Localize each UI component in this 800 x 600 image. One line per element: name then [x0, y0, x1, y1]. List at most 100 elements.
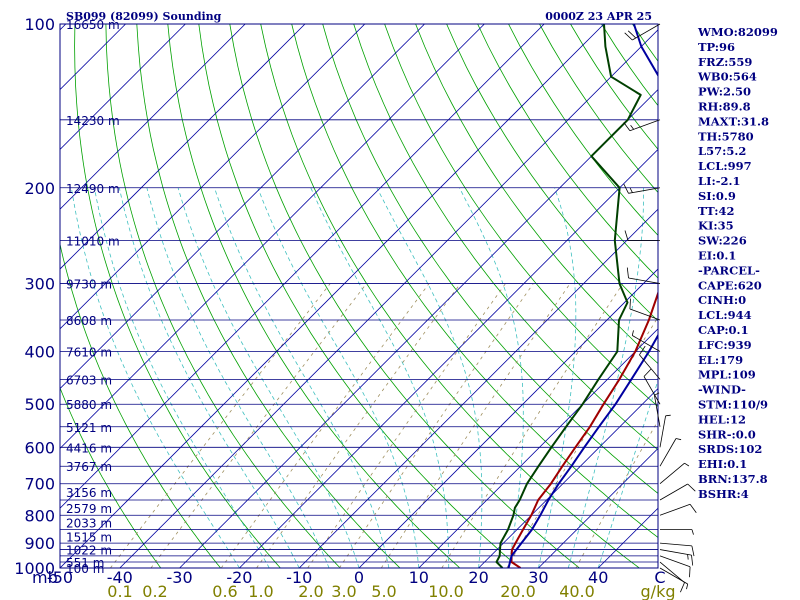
index-value: LFC:939 — [698, 338, 752, 352]
parcel-profile — [507, 24, 658, 568]
mixing-ratio-line — [256, 283, 461, 568]
wind-barb-shaft — [632, 335, 661, 352]
isotherm — [60, 24, 545, 509]
wind-barb — [659, 462, 690, 485]
temperature-tick-label: -10 — [286, 568, 312, 587]
wind-barb-flag — [691, 555, 694, 566]
wind-barb-shaft — [629, 308, 661, 321]
temperature-profile — [510, 290, 658, 568]
valid-time: 0000Z 23 APR 25 — [545, 10, 652, 23]
pressure-tick-label: 500 — [24, 395, 55, 414]
mixing-ratio-label: 0.1 — [107, 582, 132, 600]
height-label: 16650 m — [66, 18, 120, 32]
wind-barb-flag — [626, 267, 629, 279]
index-value: L57:5.2 — [698, 144, 746, 158]
wind-barb-shaft — [659, 483, 688, 501]
mixing-ratio-line — [339, 283, 534, 568]
wind-barb — [639, 345, 661, 380]
height-label: 8608 m — [66, 314, 112, 328]
wind-barb-shaft — [659, 561, 685, 583]
wind-barb-flag — [624, 230, 629, 241]
mixing-ratio-line — [220, 283, 430, 568]
index-value: TP:96 — [698, 40, 735, 54]
wind-barb-shaft — [632, 23, 661, 41]
index-value: SI:0.9 — [698, 189, 736, 203]
wind-barb-shaft — [659, 503, 691, 516]
index-value: PW:2.50 — [698, 85, 751, 99]
moist-adiabat — [538, 187, 577, 568]
wind-barb-flag — [627, 30, 637, 39]
moist-adiabat — [257, 187, 420, 568]
wind-barb-half-flag — [675, 438, 682, 441]
wind-barb-half-flag — [629, 187, 633, 193]
mixing-ratio-label: 10.0 — [428, 582, 464, 600]
index-value: SRDS:102 — [698, 442, 762, 456]
height-label: 4416 m — [66, 441, 112, 455]
isotherm — [60, 24, 605, 568]
wind-barb-flag — [643, 368, 652, 377]
wind-barb-flag — [689, 504, 697, 513]
wind-barb-shaft — [659, 549, 692, 556]
index-value: WB0:564 — [697, 70, 757, 84]
wind-barb — [659, 542, 695, 557]
height-label: 2033 m — [66, 517, 112, 531]
index-value: EL:179 — [698, 353, 743, 367]
pressure-tick-label: 600 — [24, 438, 55, 457]
wind-barb-shaft — [659, 438, 677, 467]
pressure-tick-label: 100 — [24, 15, 55, 34]
wind-barb — [623, 119, 661, 132]
moist-adiabat — [567, 187, 644, 568]
index-value: MAXT:31.8 — [698, 114, 769, 128]
sounding-profiles — [495, 24, 658, 568]
index-value: TH:5780 — [698, 129, 754, 143]
wind-barb-flag — [689, 566, 691, 578]
height-label: 100 m — [66, 562, 104, 576]
wind-barb — [659, 561, 685, 593]
wind-barb-shaft — [659, 542, 692, 547]
index-value: SHR-:0.0 — [698, 427, 756, 441]
temperature-unit-label: C — [654, 568, 665, 587]
wind-barb-half-flag — [630, 124, 635, 130]
wind-barb-half-flag — [687, 554, 689, 560]
pressure-tick-label: 900 — [24, 534, 55, 553]
wind-barb — [624, 230, 661, 241]
index-value: RH:89.8 — [698, 100, 751, 114]
wind-barb-half-flag — [665, 414, 671, 417]
plot-frame — [59, 23, 659, 569]
wind-barb-half-flag — [691, 529, 694, 535]
isotherm — [478, 388, 658, 568]
mixing-ratio-label: 40.0 — [559, 582, 595, 600]
wind-barb — [626, 267, 661, 284]
wind-barb-shaft — [659, 415, 666, 448]
pressure-tick-label: 700 — [24, 475, 55, 494]
mixing-ratio-label: 0.2 — [142, 582, 167, 600]
temperature-tick-label: 30 — [528, 568, 548, 587]
wind-barb-half-flag — [654, 392, 660, 396]
isotherm — [60, 24, 366, 330]
wind-barb-flag — [624, 32, 633, 41]
index-value: FRZ:559 — [698, 55, 752, 69]
index-value: CAPE:620 — [698, 278, 762, 292]
height-label: 2579 m — [66, 502, 112, 516]
height-label: 12490 m — [66, 182, 120, 196]
chart-grid — [60, 24, 658, 568]
index-value: TT:42 — [698, 204, 735, 218]
index-value: BSHR:4 — [698, 487, 749, 501]
moist-adiabat — [118, 187, 300, 568]
pressure-tick-label: 400 — [24, 343, 55, 362]
index-value: LI:-2.1 — [698, 174, 741, 188]
isotherm — [60, 24, 306, 270]
index-value: CAP:0.1 — [698, 323, 749, 337]
temperature-tick-label: -50 — [47, 568, 73, 587]
wind-barb-flag — [691, 545, 695, 557]
wind-barb — [659, 483, 696, 501]
wind-barb-half-flag — [631, 330, 634, 336]
isotherm — [298, 208, 658, 568]
wind-barb — [659, 555, 691, 578]
index-value: EHI:0.1 — [698, 457, 747, 471]
temperature-tick-label: -40 — [107, 568, 133, 587]
index-value: LCL:944 — [698, 308, 752, 322]
isotherm — [60, 24, 186, 150]
